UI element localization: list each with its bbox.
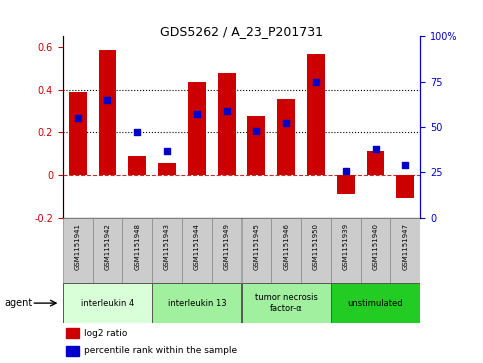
Text: GSM1151948: GSM1151948	[134, 223, 140, 270]
Bar	[397, 175, 414, 197]
Text: agent: agent	[5, 298, 33, 308]
Text: GSM1151942: GSM1151942	[104, 223, 111, 270]
Bar	[390, 218, 420, 283]
Point	[372, 146, 380, 152]
Point	[104, 97, 112, 103]
Bar	[99, 50, 116, 175]
Text: percentile rank within the sample: percentile rank within the sample	[84, 346, 237, 355]
Bar	[66, 346, 79, 356]
Bar	[242, 283, 331, 323]
Bar	[152, 283, 242, 323]
Text: GSM1151941: GSM1151941	[75, 223, 81, 270]
Text: GSM1151950: GSM1151950	[313, 223, 319, 270]
Bar	[331, 218, 361, 283]
Text: GSM1151940: GSM1151940	[372, 223, 379, 270]
Bar	[361, 218, 390, 283]
Bar	[277, 99, 295, 175]
Point	[401, 162, 409, 168]
Bar	[307, 54, 325, 175]
Bar	[367, 151, 384, 175]
Text: unstimulated: unstimulated	[348, 299, 403, 307]
Point	[133, 130, 141, 135]
Text: GSM1151946: GSM1151946	[283, 223, 289, 270]
Bar	[152, 218, 182, 283]
Bar	[188, 82, 206, 175]
Text: GSM1151944: GSM1151944	[194, 223, 200, 270]
Text: GSM1151949: GSM1151949	[224, 223, 229, 270]
Bar	[69, 92, 86, 175]
Text: log2 ratio: log2 ratio	[84, 329, 128, 338]
Text: GSM1151947: GSM1151947	[402, 223, 408, 270]
Bar	[63, 218, 93, 283]
Bar	[331, 283, 420, 323]
Point	[312, 79, 320, 85]
Point	[223, 108, 230, 114]
Text: GSM1151939: GSM1151939	[343, 223, 349, 270]
Text: GSM1151945: GSM1151945	[254, 223, 259, 270]
Bar	[66, 328, 79, 338]
Point	[253, 128, 260, 134]
Point	[74, 115, 82, 121]
Bar	[93, 218, 122, 283]
Bar	[63, 283, 152, 323]
Bar	[182, 218, 212, 283]
Text: GSM1151943: GSM1151943	[164, 223, 170, 270]
Bar	[301, 218, 331, 283]
Bar	[218, 73, 236, 175]
Bar	[122, 218, 152, 283]
Point	[282, 121, 290, 126]
Text: interleukin 4: interleukin 4	[81, 299, 134, 307]
Bar	[247, 117, 265, 175]
Point	[342, 168, 350, 174]
Bar	[212, 218, 242, 283]
Bar	[128, 156, 146, 175]
Bar	[242, 218, 271, 283]
Point	[163, 148, 171, 154]
Text: GDS5262 / A_23_P201731: GDS5262 / A_23_P201731	[160, 25, 323, 38]
Point	[193, 111, 201, 117]
Text: tumor necrosis
factor-α: tumor necrosis factor-α	[255, 293, 318, 313]
Bar	[271, 218, 301, 283]
Bar	[158, 163, 176, 175]
Text: interleukin 13: interleukin 13	[168, 299, 226, 307]
Bar	[337, 175, 355, 194]
